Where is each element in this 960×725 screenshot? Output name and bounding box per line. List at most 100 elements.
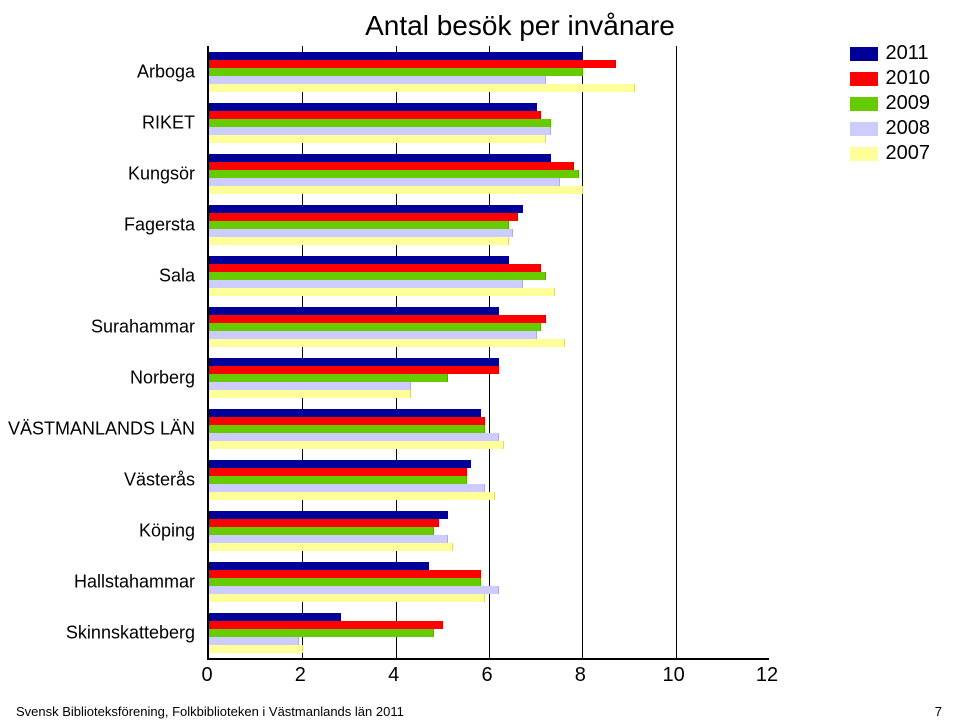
legend-swatch xyxy=(850,147,878,161)
bar xyxy=(209,205,523,213)
legend-swatch xyxy=(850,72,878,86)
category-label: VÄSTMANLANDS LÄN xyxy=(0,418,195,439)
gridline xyxy=(582,46,583,658)
bar xyxy=(209,221,509,229)
x-tick-label: 2 xyxy=(295,664,306,687)
x-tick-label: 12 xyxy=(756,664,778,687)
bar xyxy=(209,527,434,535)
legend-item: 2007 xyxy=(850,142,931,165)
bar xyxy=(209,366,499,374)
x-tick-label: 6 xyxy=(481,664,492,687)
bar xyxy=(209,229,513,237)
bar xyxy=(209,288,555,296)
bar xyxy=(209,307,499,315)
bar xyxy=(209,433,499,441)
bar xyxy=(209,409,481,417)
bar xyxy=(209,511,448,519)
bar xyxy=(209,60,616,68)
bar xyxy=(209,519,439,527)
bar xyxy=(209,382,411,390)
bar xyxy=(209,111,541,119)
category-label: Västerås xyxy=(0,469,195,490)
bar xyxy=(209,256,509,264)
bar xyxy=(209,562,429,570)
legend-label: 2011 xyxy=(886,42,929,65)
x-axis-labels: 024681012 xyxy=(207,664,767,694)
bar xyxy=(209,390,411,398)
legend-label: 2008 xyxy=(886,117,931,140)
bar xyxy=(209,476,467,484)
category-labels: Arboga RIKET Kungsör Fagersta Sala Surahammar… xyxy=(0,46,207,658)
bar xyxy=(209,162,574,170)
bar xyxy=(209,621,443,629)
bar xyxy=(209,637,299,645)
bar xyxy=(209,468,467,476)
bar xyxy=(209,484,485,492)
bar xyxy=(209,280,523,288)
legend-label: 2010 xyxy=(886,67,931,90)
bar xyxy=(209,570,481,578)
category-label: Fagersta xyxy=(0,214,195,235)
legend-label: 2007 xyxy=(886,142,931,165)
legend: 20112010200920082007 xyxy=(850,42,931,167)
bar xyxy=(209,127,551,135)
category-label: Hallstahammar xyxy=(0,571,195,592)
bar xyxy=(209,186,583,194)
bar xyxy=(209,213,518,221)
category-label: RIKET xyxy=(0,112,195,133)
page-root: Antal besök per invånare 201120102009200… xyxy=(0,0,960,725)
legend-swatch xyxy=(850,97,878,111)
x-tick-label: 0 xyxy=(201,664,212,687)
x-tick-label: 8 xyxy=(575,664,586,687)
bar xyxy=(209,315,546,323)
bar xyxy=(209,492,495,500)
plot-area xyxy=(207,46,769,660)
bar xyxy=(209,578,481,586)
category-label: Norberg xyxy=(0,367,195,388)
legend-label: 2009 xyxy=(886,92,931,115)
bar xyxy=(209,272,546,280)
legend-item: 2011 xyxy=(850,42,931,65)
bar xyxy=(209,154,551,162)
category-label: Kungsör xyxy=(0,163,195,184)
bar xyxy=(209,103,537,111)
bar xyxy=(209,543,453,551)
bar xyxy=(209,629,434,637)
bar xyxy=(209,178,560,186)
category-label: Surahammar xyxy=(0,316,195,337)
legend-swatch xyxy=(850,122,878,136)
bar xyxy=(209,441,504,449)
legend-swatch xyxy=(850,47,878,61)
category-label: Sala xyxy=(0,265,195,286)
bar xyxy=(209,339,565,347)
legend-item: 2009 xyxy=(850,92,931,115)
category-label: Köping xyxy=(0,520,195,541)
bar xyxy=(209,68,583,76)
bar xyxy=(209,594,485,602)
bar xyxy=(209,76,546,84)
bar xyxy=(209,237,509,245)
bar xyxy=(209,645,303,653)
category-label: Skinnskatteberg xyxy=(0,622,195,643)
x-tick-label: 4 xyxy=(388,664,399,687)
legend-item: 2010 xyxy=(850,67,931,90)
bar xyxy=(209,119,551,127)
footer-text: Svensk Biblioteksförening, Folkbibliotek… xyxy=(16,704,404,719)
gridline xyxy=(676,46,677,658)
bar xyxy=(209,331,537,339)
chart-title: Antal besök per invånare xyxy=(275,10,765,42)
bar xyxy=(209,425,485,433)
bar xyxy=(209,417,485,425)
bar xyxy=(209,460,471,468)
bar xyxy=(209,374,448,382)
bar xyxy=(209,535,448,543)
bar xyxy=(209,323,541,331)
legend-item: 2008 xyxy=(850,117,931,140)
x-tick-label: 10 xyxy=(663,664,685,687)
category-label: Arboga xyxy=(0,61,195,82)
bar xyxy=(209,84,635,92)
bar xyxy=(209,586,499,594)
bar xyxy=(209,52,583,60)
bar xyxy=(209,358,499,366)
page-number: 7 xyxy=(935,704,942,719)
